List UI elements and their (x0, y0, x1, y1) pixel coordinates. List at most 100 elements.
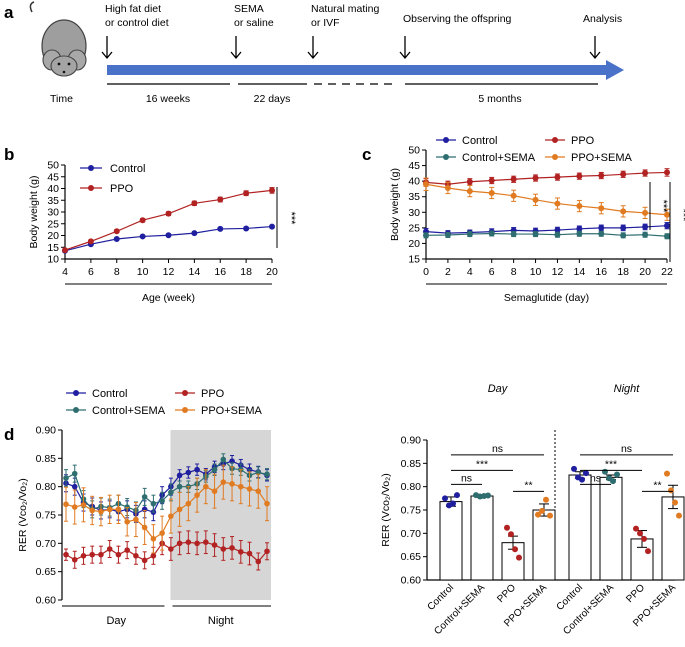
data-point (676, 512, 682, 519)
duration-label: 5 months (478, 93, 521, 105)
data-point (168, 546, 174, 552)
data-point (203, 539, 209, 545)
event-label: Natural mating (311, 3, 379, 15)
data-point (554, 200, 561, 207)
data-point (246, 486, 253, 492)
data-point (115, 506, 122, 513)
data-point (510, 176, 517, 183)
data-point (423, 232, 429, 239)
data-point (191, 200, 198, 207)
data-point (124, 504, 130, 510)
data-point (264, 471, 270, 478)
y-tick-label: 0.90 (401, 435, 422, 447)
x-tick-label: 4 (62, 266, 68, 278)
y-tick-label: 0.60 (401, 575, 422, 587)
y-tick-label: 15 (408, 254, 420, 266)
x-tick-label: 8 (114, 266, 120, 278)
y-tick-label: 30 (408, 207, 420, 219)
significance-label: ns (492, 443, 503, 455)
legend-label: Control (462, 135, 497, 147)
timeline-arrow (107, 60, 624, 80)
bar (568, 474, 592, 581)
x-tick-label: 18 (240, 266, 252, 278)
legend-swatch (443, 137, 449, 143)
data-point (141, 494, 148, 500)
x-tick-label: 4 (467, 266, 473, 278)
data-point (516, 554, 522, 561)
legend-swatch (182, 407, 188, 413)
data-point (668, 487, 674, 494)
data-point (211, 466, 218, 473)
data-point (220, 456, 227, 463)
event-marker: Analysis (583, 13, 622, 60)
legend-swatch (443, 154, 449, 160)
data-point (444, 184, 451, 191)
significance-label: ** (653, 479, 661, 491)
x-tick-label: 10 (137, 266, 149, 278)
data-point (466, 231, 473, 238)
y-tick-label: 50 (408, 145, 420, 157)
data-point (89, 551, 96, 558)
legend-label: PPO+SEMA (571, 152, 632, 164)
data-point (159, 498, 165, 504)
y-tick-label: 0.70 (36, 538, 57, 550)
data-point (229, 481, 235, 487)
legend-swatch (88, 185, 94, 191)
event-marker: Observing the offspring (399, 13, 512, 60)
panel-label-a: a (4, 3, 14, 22)
data-point (168, 489, 174, 496)
data-point (543, 496, 549, 503)
data-point (488, 189, 495, 196)
panel-label-b: b (4, 145, 14, 164)
significance-label: *** (285, 212, 297, 226)
bar (470, 495, 494, 581)
x-tick-label: 12 (163, 266, 175, 278)
night-shading (170, 430, 271, 600)
data-point (176, 472, 183, 479)
x-tick-label: 12 (552, 266, 564, 278)
data-point (229, 545, 235, 551)
data-point (583, 470, 589, 477)
data-point (485, 492, 491, 499)
data-point (63, 551, 69, 558)
y-tick-label: 15 (47, 242, 59, 254)
x-axis-label: Semaglutide (day) (504, 292, 589, 304)
data-point (571, 465, 577, 472)
data-point (150, 500, 157, 507)
legend-swatch (73, 407, 79, 413)
legend-label: Control+SEMA (462, 152, 536, 164)
y-tick-label: 30 (47, 207, 59, 219)
data-point (504, 524, 510, 531)
data-point (535, 511, 541, 518)
data-point (141, 557, 148, 564)
data-point (539, 507, 545, 514)
period-label: Night (208, 615, 234, 627)
data-point (637, 530, 643, 537)
y-tick-label: 40 (47, 183, 59, 195)
data-point (579, 476, 585, 483)
series-line (64, 189, 273, 251)
data-point (185, 539, 192, 545)
data-point (576, 173, 583, 180)
x-tick-label: 8 (511, 266, 517, 278)
data-point (576, 203, 583, 210)
legend-label: PPO (201, 388, 225, 400)
data-point (176, 540, 183, 547)
data-point (124, 519, 130, 525)
data-point (466, 188, 473, 195)
data-point (113, 236, 120, 243)
data-point (664, 211, 670, 218)
data-point (63, 475, 69, 481)
data-point (645, 548, 651, 555)
y-tick-label: 0.85 (401, 458, 422, 470)
significance-label: ** (524, 479, 532, 491)
series-line (64, 225, 273, 252)
data-point (211, 488, 218, 495)
data-point (554, 227, 561, 234)
series-line (425, 183, 668, 216)
data-point (642, 209, 649, 216)
series-line (425, 171, 668, 185)
body-weight-semaglutide-chart: 15 20 25 30 35 40 45 50 0 2 4 6 8 10 12 14 16 18 20 22 Semag… (389, 135, 685, 304)
